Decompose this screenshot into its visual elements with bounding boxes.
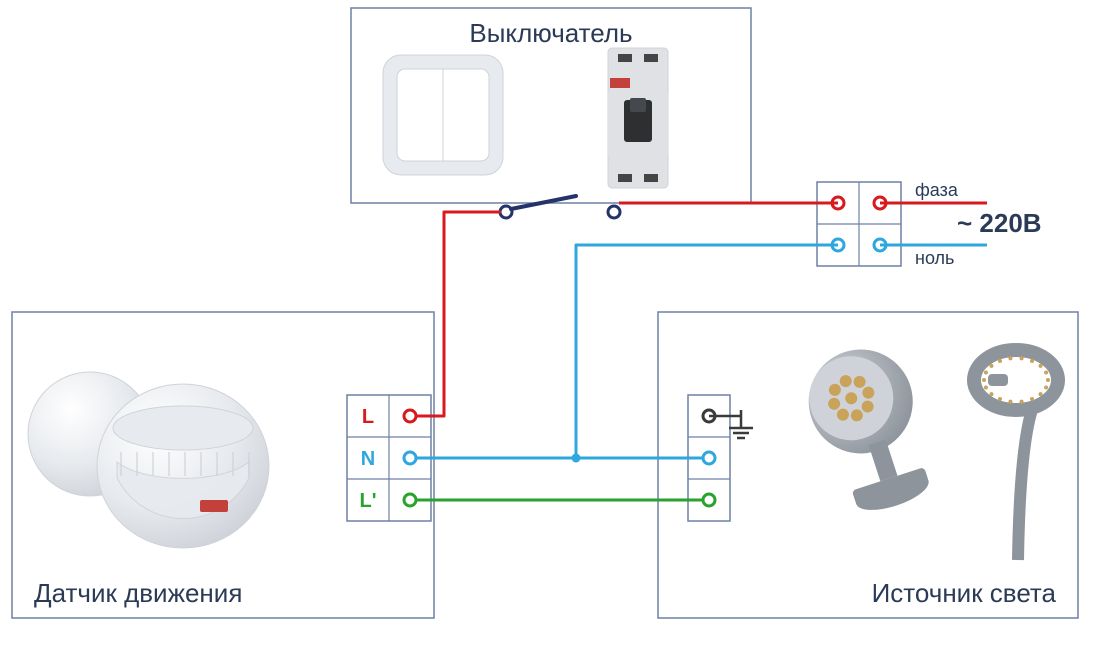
wall-switch-image: [383, 55, 503, 175]
motion-sensor-image: [28, 372, 269, 548]
sensor-terminal-Lp: [404, 494, 416, 506]
lamp-label: Источник света: [872, 578, 1057, 608]
sensor-terminal-L-label: L: [362, 406, 374, 428]
neutral-tee-junction: [572, 454, 581, 463]
phase-label: фаза: [915, 180, 959, 200]
lamp-terminal-neutral: [703, 452, 715, 464]
circuit-breaker-image: [608, 48, 668, 188]
switch-label: Выключатель: [469, 18, 632, 48]
sensor-terminal-Lp-label: L': [360, 490, 377, 512]
lamp-terminal-switched: [703, 494, 715, 506]
neutral-label: ноль: [915, 248, 954, 268]
mains-terminal-block: [817, 182, 901, 266]
wire-phase-switch-to-sensor: [416, 212, 501, 416]
sensor-terminal-L: [404, 410, 416, 422]
poletop-luminaire-image: [974, 350, 1058, 560]
sensor-terminal-N: [404, 452, 416, 464]
led-spotlight-image: [795, 336, 944, 522]
sensor-label: Датчик движения: [34, 578, 242, 608]
sensor-terminal-N-label: N: [361, 448, 375, 470]
mains-voltage-label: ~ 220В: [957, 208, 1042, 238]
switch-pole-right: [608, 206, 620, 218]
